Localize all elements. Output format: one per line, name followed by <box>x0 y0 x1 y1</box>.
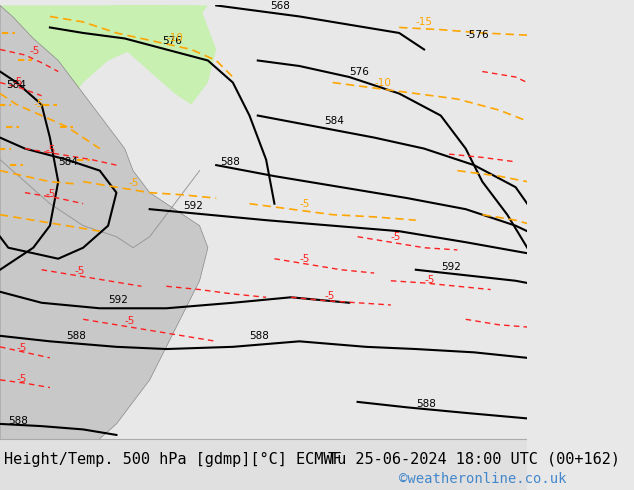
Text: 588: 588 <box>221 157 240 167</box>
Polygon shape <box>108 5 216 104</box>
Text: Height/Temp. 500 hPa [gdmp][°C] ECMWF: Height/Temp. 500 hPa [gdmp][°C] ECMWF <box>4 452 342 466</box>
Text: -5: -5 <box>299 199 310 209</box>
Text: 584: 584 <box>325 116 344 126</box>
Text: -5: -5 <box>16 374 27 384</box>
Text: 592: 592 <box>183 201 203 211</box>
Text: -5: -5 <box>391 232 401 242</box>
Text: Tu 25-06-2024 18:00 UTC (00+162): Tu 25-06-2024 18:00 UTC (00+162) <box>328 452 621 466</box>
Text: -5: -5 <box>29 46 39 56</box>
Text: -5: -5 <box>46 189 56 199</box>
Text: 588: 588 <box>8 416 28 426</box>
Polygon shape <box>0 5 166 182</box>
Polygon shape <box>0 5 208 490</box>
Text: -5: -5 <box>299 254 310 264</box>
Text: -5: -5 <box>129 178 139 188</box>
Text: -5: -5 <box>424 275 434 285</box>
Text: -5: -5 <box>125 316 135 326</box>
Text: 588: 588 <box>416 399 436 410</box>
Text: -5: -5 <box>13 77 23 87</box>
Text: 584: 584 <box>58 157 78 167</box>
Bar <box>0 440 527 490</box>
Text: 588: 588 <box>67 331 86 341</box>
Text: -5: -5 <box>75 266 85 276</box>
Text: 592: 592 <box>108 295 128 305</box>
Text: -5: -5 <box>33 99 44 109</box>
Text: 584: 584 <box>6 80 27 90</box>
Text: -5: -5 <box>46 145 56 155</box>
Text: 568: 568 <box>270 0 290 11</box>
Polygon shape <box>117 5 208 39</box>
Text: -5: -5 <box>325 292 335 301</box>
Text: ©weatheronline.co.uk: ©weatheronline.co.uk <box>399 472 567 486</box>
Text: -10: -10 <box>374 78 391 88</box>
Text: 592: 592 <box>441 262 461 272</box>
Text: -576: -576 <box>466 30 489 41</box>
Text: -5: -5 <box>16 343 27 353</box>
Text: 576: 576 <box>349 67 369 77</box>
Text: -10: -10 <box>166 33 183 43</box>
Text: -15: -15 <box>416 17 433 27</box>
Text: 576: 576 <box>162 36 182 46</box>
Text: 588: 588 <box>249 331 269 341</box>
